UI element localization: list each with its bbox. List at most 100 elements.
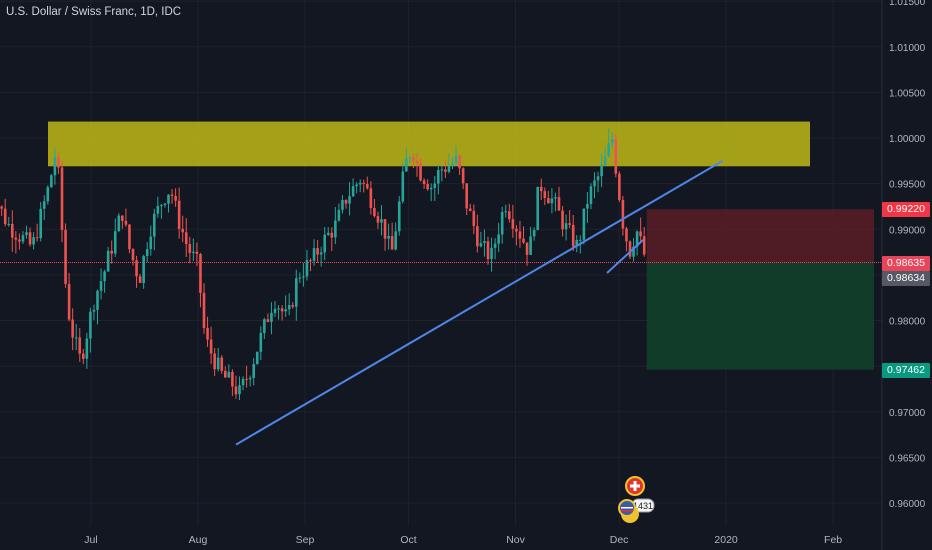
candle-body [231,371,234,387]
candle-body [32,237,35,245]
candle-body [188,244,192,253]
candle-body [7,224,11,226]
candle-body [227,371,231,378]
candle-body [415,160,419,163]
candle-body [298,277,302,279]
candle-body [525,242,529,255]
candle-body [479,243,483,247]
candle-body [451,163,454,166]
candle-body [337,209,341,221]
candle-body [596,176,600,181]
economic-events[interactable]: 1431 [618,476,655,523]
candle-body [263,319,266,334]
candle-body [248,377,252,380]
candle-body [500,211,504,235]
candle-body [167,194,170,204]
candle-body [532,230,536,237]
candle-body [362,182,366,184]
candle-body [241,378,245,386]
candle-body [78,337,82,354]
candle-body [550,198,554,204]
candle-body [21,235,25,242]
resistance-zone[interactable] [48,121,810,167]
retest-trendline[interactable] [606,239,644,274]
candle-body [316,248,319,255]
candle-body [397,201,401,232]
candle-body [18,239,21,242]
candle-body [628,241,632,257]
candle-body [184,232,188,245]
candle-body [610,139,614,144]
candle-body [57,157,60,168]
candle-body [14,237,18,240]
candle-body [511,219,515,229]
candle-body [536,186,540,231]
candle-body [319,252,323,255]
candle-body [305,260,309,277]
candle-body [85,338,89,359]
x-tick-label: Jul [84,534,97,546]
candle-body [309,260,312,262]
x-tick-label: Nov [506,534,525,546]
candle-body [429,187,433,190]
candle-body [589,186,593,205]
candle-body [419,162,422,181]
candle-body [259,333,263,352]
candle-body [220,357,224,371]
candle-body [202,292,206,329]
candle-body [170,194,174,197]
candle-body [575,240,579,247]
candle-body [586,204,589,209]
candle-body [39,208,43,239]
candle-body [607,143,611,156]
candle-body [568,223,571,225]
candle-body [579,239,582,241]
candle-body [341,200,344,210]
candle-body [458,155,461,169]
candle-body [497,234,500,244]
candle-body [234,386,238,395]
candle-body [163,203,167,205]
candle-body [28,232,32,245]
candle-body [539,186,543,192]
candle-body [358,182,362,185]
candle-body [106,250,110,272]
candle-body [117,215,121,232]
candle-body [312,248,316,261]
candle-body [25,232,28,236]
candle-body [142,255,145,283]
stop-loss-zone[interactable] [646,209,874,263]
us-stripe [621,510,633,512]
take-profit-zone[interactable] [646,262,874,370]
x-tick-label: Oct [400,534,416,546]
ascending-trendline[interactable] [235,159,724,446]
symbol-title: U.S. Dollar / Swiss Franc, 1D, IDC [6,6,182,18]
candle-body [96,290,99,310]
candle-body [60,167,64,230]
candle-body [571,224,575,247]
candle-body [621,199,625,229]
y-tick-label: 0.96000 [889,499,926,510]
candle-body [348,196,351,204]
candle-body [291,305,295,307]
swiss-cross-h [630,484,640,488]
x-tick-label: Feb [824,534,842,546]
candle-body [238,385,241,395]
event-count-text: 1431 [633,501,653,511]
candle-body [64,229,67,284]
y-tick-label: 1.00000 [889,134,926,145]
candle-body [277,308,280,310]
candle-body [302,276,305,278]
x-tick-label: 2020 [714,534,738,546]
candle-body [273,308,277,313]
candle-body [67,283,71,320]
candle-body [46,187,50,202]
candle-body [280,308,284,312]
candle-body [245,378,248,380]
candle-body [454,155,458,164]
candle-body [192,251,195,253]
candle-body [422,180,426,184]
candle-body [89,311,92,339]
candle-body [529,236,532,255]
